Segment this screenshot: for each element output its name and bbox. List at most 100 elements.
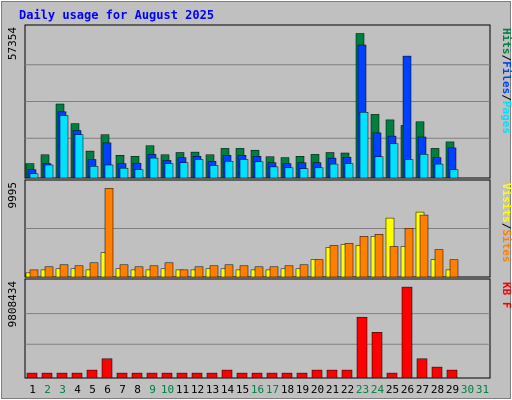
x-axis-labels: 1 2 3 4 5 6 7 8 9 10 11 12 13 14 15 16 17 18 19 20 21 22 23 24 2… bbox=[29, 383, 489, 396]
legend-item-kb-f: KB F bbox=[500, 282, 512, 309]
bar-pages-day-23 bbox=[359, 112, 369, 179]
x-label-day-4: 4 bbox=[74, 383, 81, 396]
x-label-day-13: 13 bbox=[206, 383, 219, 396]
bar-kb-f-day-15 bbox=[236, 372, 248, 379]
bar-sites-day-10 bbox=[164, 262, 174, 278]
bar-pages-day-4 bbox=[74, 134, 84, 179]
bar-kb-f-day-6 bbox=[101, 358, 113, 379]
bar-pages-day-13 bbox=[209, 165, 219, 179]
x-label-day-22: 22 bbox=[341, 383, 354, 396]
bar-pages-day-9 bbox=[149, 157, 159, 179]
x-label-day-16: 16 bbox=[251, 383, 264, 396]
bar-sites-day-22 bbox=[344, 243, 354, 278]
bar-kb-f-day-12 bbox=[191, 372, 203, 379]
x-label-day-28: 28 bbox=[431, 383, 444, 396]
bar-sites-day-8 bbox=[134, 266, 144, 278]
bar-pages-day-7 bbox=[119, 167, 129, 179]
bar-kb-f-day-9 bbox=[146, 372, 158, 379]
bar-kb-f-day-13 bbox=[206, 372, 218, 379]
bar-kb-f-day-24 bbox=[371, 332, 383, 379]
x-label-day-5: 5 bbox=[89, 383, 96, 396]
bar-pages-day-18 bbox=[284, 167, 294, 179]
x-label-day-29: 29 bbox=[446, 383, 459, 396]
bar-pages-day-24 bbox=[374, 156, 384, 179]
bar-sites-day-21 bbox=[329, 245, 339, 278]
bar-sites-day-11 bbox=[179, 269, 189, 278]
bar-kb-f-day-27 bbox=[416, 358, 428, 379]
x-label-day-12: 12 bbox=[191, 383, 204, 396]
bar-sites-day-6 bbox=[104, 188, 114, 278]
bar-pages-day-8 bbox=[134, 169, 144, 179]
x-label-day-1: 1 bbox=[29, 383, 36, 396]
bar-pages-day-26 bbox=[404, 159, 414, 179]
x-label-day-20: 20 bbox=[311, 383, 324, 396]
legend-item-pages: Pages bbox=[500, 101, 512, 134]
x-label-day-23: 23 bbox=[356, 383, 369, 396]
bar-kb-f-day-29 bbox=[446, 369, 458, 379]
panel-middle-max-label: 9995 bbox=[6, 182, 19, 209]
x-label-day-10: 10 bbox=[161, 383, 174, 396]
x-label-day-8: 8 bbox=[134, 383, 141, 396]
bar-sites-day-13 bbox=[209, 265, 219, 278]
bar-pages-day-15 bbox=[239, 159, 249, 179]
x-label-day-21: 21 bbox=[326, 383, 339, 396]
bar-pages-day-25 bbox=[389, 143, 399, 179]
legend-item-files: Files bbox=[500, 61, 512, 94]
x-label-day-15: 15 bbox=[236, 383, 249, 396]
bar-kb-f-day-28 bbox=[431, 366, 443, 379]
bar-kb-f-day-2 bbox=[41, 372, 53, 379]
x-label-day-25: 25 bbox=[386, 383, 399, 396]
bar-kb-f-day-14 bbox=[221, 369, 233, 379]
bar-pages-day-29 bbox=[449, 169, 459, 179]
bar-sites-day-26 bbox=[404, 228, 414, 278]
bar-sites-day-15 bbox=[239, 265, 249, 278]
bar-sites-day-24 bbox=[374, 234, 384, 278]
bar-pages-day-27 bbox=[419, 154, 429, 179]
bar-sites-day-17 bbox=[269, 266, 279, 278]
panel-bottom-max-label: 9808434 bbox=[6, 281, 19, 328]
legend-item-visits: Visits bbox=[500, 183, 512, 223]
bar-kb-f-day-18 bbox=[281, 372, 293, 379]
bar-pages-day-20 bbox=[314, 167, 324, 179]
bar-pages-day-1 bbox=[29, 173, 39, 179]
bar-sites-day-7 bbox=[119, 264, 129, 278]
bar-kb-f-day-5 bbox=[86, 369, 98, 379]
x-label-day-24: 24 bbox=[371, 383, 385, 396]
chart-title: Daily usage for August 2025 bbox=[19, 8, 214, 22]
bar-kb-f-day-1 bbox=[26, 372, 38, 379]
bar-sites-day-20 bbox=[314, 259, 324, 278]
bar-pages-day-17 bbox=[269, 166, 279, 179]
bar-sites-day-2 bbox=[44, 266, 54, 278]
bar-sites-day-18 bbox=[284, 265, 294, 278]
legend-separator: / bbox=[500, 223, 512, 230]
bar-sites-day-3 bbox=[59, 264, 69, 278]
panel-top-legend: Hits/Files/Pages bbox=[500, 28, 512, 134]
bar-kb-f-day-26 bbox=[401, 286, 413, 379]
x-label-day-19: 19 bbox=[296, 383, 309, 396]
x-label-day-2: 2 bbox=[44, 383, 51, 396]
bar-kb-f-day-8 bbox=[131, 372, 143, 379]
bar-kb-f-day-20 bbox=[311, 369, 323, 379]
legend-item-hits: Hits bbox=[500, 28, 512, 55]
bar-pages-day-21 bbox=[329, 163, 339, 179]
bar-pages-day-22 bbox=[344, 163, 354, 179]
bar-kb-f-day-3 bbox=[56, 372, 68, 379]
panel-bottom-legend: KB F bbox=[500, 282, 512, 309]
x-label-day-7: 7 bbox=[119, 383, 126, 396]
bar-kb-f-day-23 bbox=[356, 316, 368, 379]
x-label-day-9: 9 bbox=[149, 383, 156, 396]
panel-middle-legend: Visits/Sites bbox=[500, 183, 512, 263]
bar-kb-f-day-17 bbox=[266, 372, 278, 379]
bar-pages-day-2 bbox=[44, 164, 54, 179]
bar-sites-day-23 bbox=[359, 236, 369, 278]
bar-sites-day-14 bbox=[224, 264, 234, 278]
bar-sites-day-5 bbox=[89, 262, 99, 278]
bar-kb-f-day-4 bbox=[71, 372, 83, 379]
bar-pages-day-28 bbox=[434, 163, 444, 179]
bar-sites-day-9 bbox=[149, 265, 159, 278]
bar-sites-day-19 bbox=[299, 264, 309, 278]
bar-pages-day-14 bbox=[224, 161, 234, 179]
bar-sites-day-28 bbox=[434, 249, 444, 278]
bar-pages-day-19 bbox=[299, 168, 309, 179]
